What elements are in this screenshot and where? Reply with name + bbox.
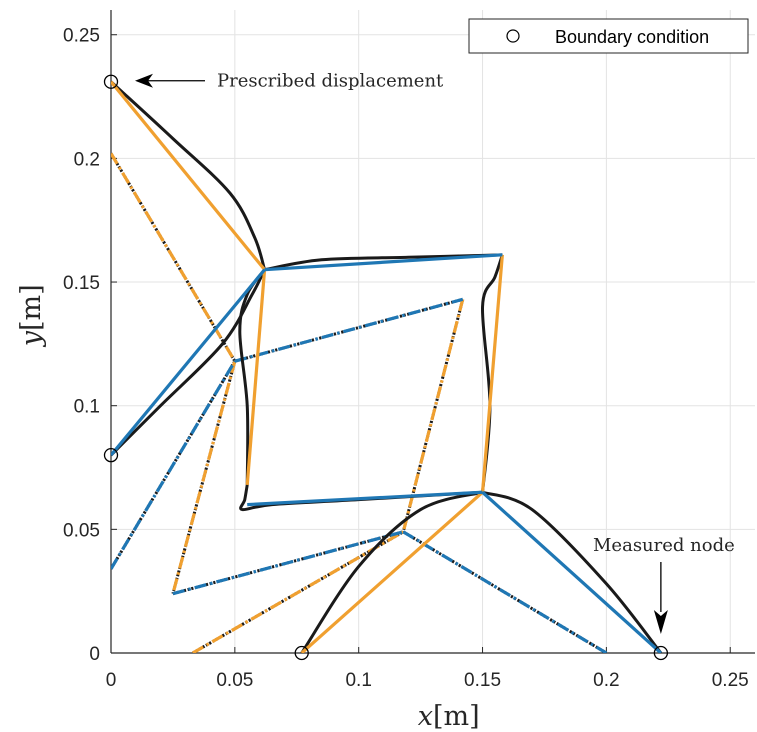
series-line-1 bbox=[111, 269, 266, 457]
boundary-point-0 bbox=[103, 74, 119, 89]
series-line-30 bbox=[172, 530, 404, 596]
y-tick-label: 0 bbox=[89, 644, 100, 665]
x-axis-label: x bbox=[418, 701, 433, 732]
series-line-13 bbox=[264, 253, 503, 272]
boundary-point-1 bbox=[103, 448, 119, 463]
y-tick-label: 0.2 bbox=[74, 149, 100, 170]
boundary-point-3 bbox=[653, 645, 669, 661]
x-tick-label: 0.05 bbox=[216, 670, 253, 691]
y-tick-label: 0.05 bbox=[63, 520, 100, 541]
series-line-14 bbox=[247, 490, 483, 507]
axes: 0 0.05 0.1 0.15 0.2 0.25 0 0.05 0.1 0.15 0.2 0.25 bbox=[63, 10, 755, 691]
series-layer bbox=[111, 80, 663, 653]
y-axis-unit: [m] bbox=[16, 284, 47, 331]
x-axis-unit: [m] bbox=[433, 701, 480, 732]
x-tick-label: 0.25 bbox=[712, 670, 749, 691]
series-line-31 bbox=[402, 530, 608, 653]
series-line-6 bbox=[482, 490, 663, 653]
x-tick-label: 0.1 bbox=[345, 670, 371, 691]
arrow-head-prescribed-icon bbox=[135, 73, 153, 88]
legend: Boundary condition bbox=[468, 18, 749, 54]
legend-label: Boundary condition bbox=[555, 27, 709, 47]
series-line-23 bbox=[191, 530, 405, 653]
x-tick-label: 0 bbox=[106, 670, 117, 691]
arrow-head-measured-icon bbox=[653, 610, 668, 634]
series-line-26 bbox=[401, 298, 465, 533]
series-line-12 bbox=[111, 268, 266, 457]
series-line-27 bbox=[191, 530, 405, 653]
series-line-16 bbox=[111, 152, 237, 362]
annotation-measured-node: Measured node bbox=[593, 535, 735, 556]
x-tick-label: 0.2 bbox=[593, 670, 619, 691]
y-axis-label: y bbox=[16, 330, 47, 347]
annotations: Prescribed displacement Measured node bbox=[135, 71, 735, 634]
series-line-0 bbox=[111, 80, 267, 271]
series-line-10 bbox=[480, 254, 504, 493]
series-line-17 bbox=[111, 360, 237, 570]
x-tick-label: 0.15 bbox=[464, 670, 501, 691]
y-tick-label: 0.1 bbox=[74, 397, 100, 418]
annotation-prescribed-displacement: Prescribed displacement bbox=[217, 71, 444, 92]
series-line-28 bbox=[111, 360, 237, 570]
legend-marker-icon bbox=[506, 29, 520, 43]
series-line-24 bbox=[111, 152, 237, 362]
boundary-point-2 bbox=[294, 645, 309, 661]
series-line-8 bbox=[111, 80, 266, 271]
y-tick-label: 0.15 bbox=[63, 273, 100, 294]
series-line-15 bbox=[481, 491, 662, 653]
series-line-25 bbox=[171, 360, 237, 595]
series-line-29 bbox=[234, 297, 464, 363]
y-tick-label: 0.25 bbox=[63, 26, 100, 47]
boundary-points bbox=[103, 74, 669, 661]
legend-box bbox=[468, 18, 749, 54]
series-line-9 bbox=[245, 269, 267, 485]
series-line-7 bbox=[300, 490, 483, 653]
grid bbox=[110, 10, 755, 654]
series-line-11 bbox=[300, 491, 484, 653]
